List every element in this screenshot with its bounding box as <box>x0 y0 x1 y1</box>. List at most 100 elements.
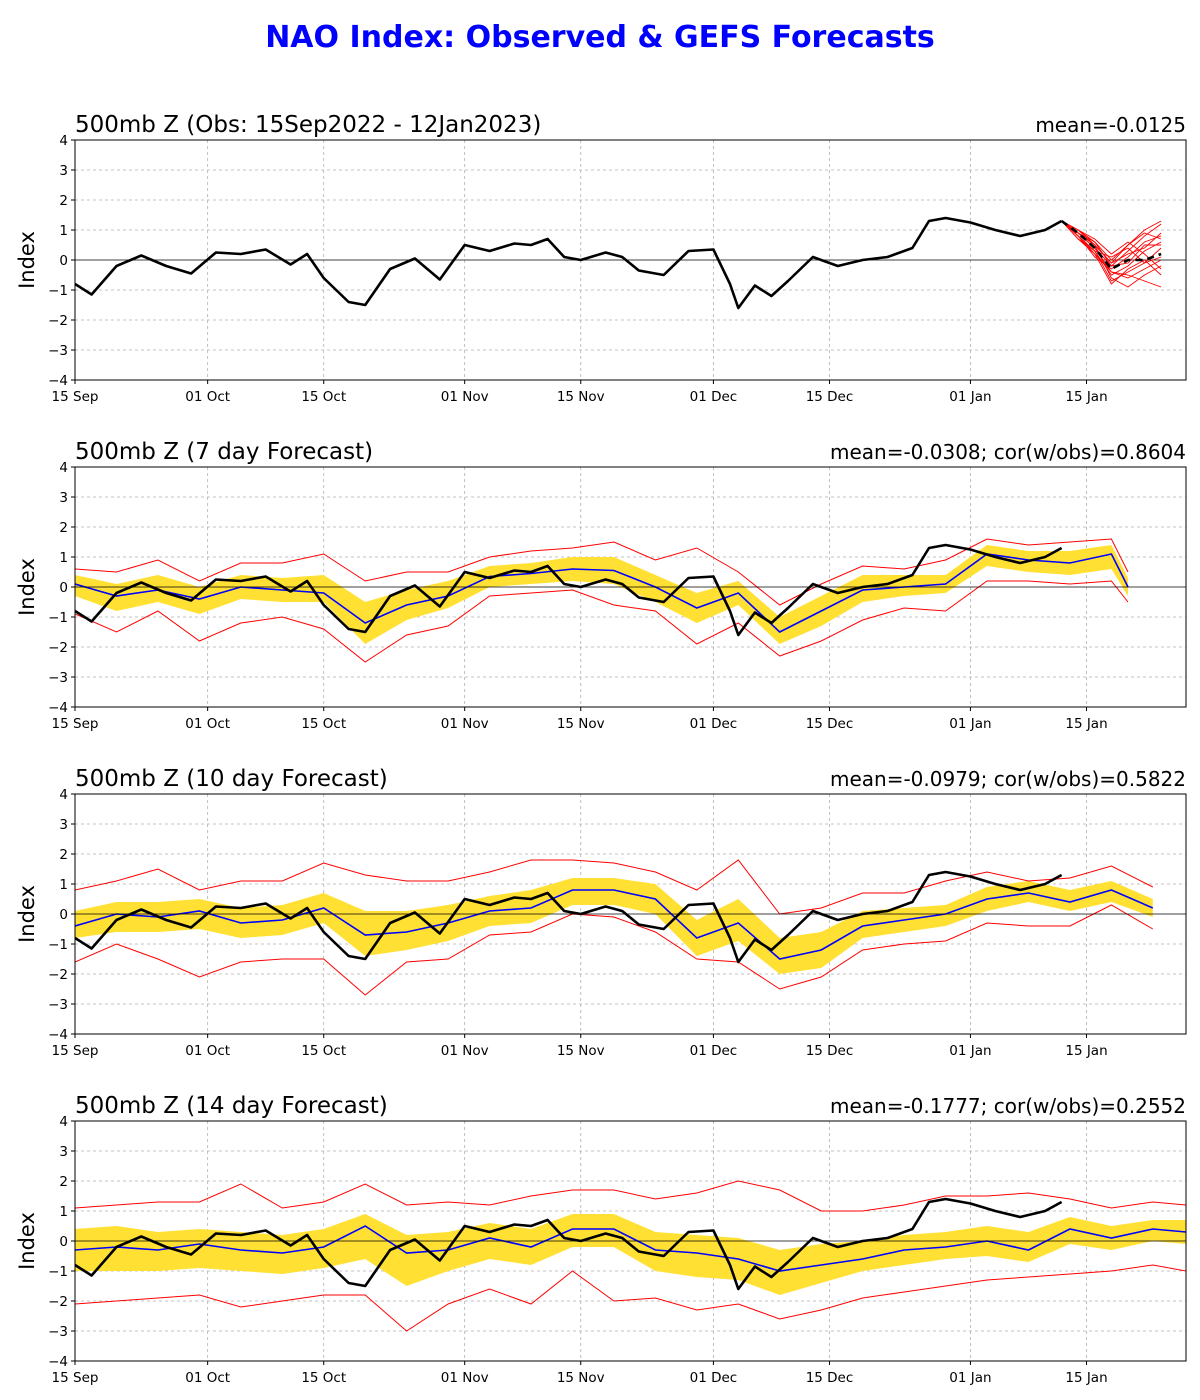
y-axis-label: Index <box>15 231 39 289</box>
x-tick-label: 01 Jan <box>949 716 991 732</box>
panel-2: −4 −3 −2 −1 0 1 2 3 4 15 Sep 01 Oct 15 Oct 01 Nov 15 … <box>15 439 1187 732</box>
y-tick-label: −1 <box>48 1264 68 1280</box>
panel-title: 500mb Z (7 day Forecast) <box>75 439 373 465</box>
y-axis-label: Index <box>15 558 39 616</box>
panel-1: −4 −3 −2 −1 0 1 2 3 4 15 Sep 01 Oct 15 Oct 01 Nov 15 … <box>15 112 1187 405</box>
y-tick-label: 0 <box>59 907 68 923</box>
y-tick-label: 2 <box>59 847 68 863</box>
panel-4: −4 −3 −2 −1 0 1 2 3 4 15 Sep 01 Oct 15 Oct 01 Nov 15 … <box>15 1093 1187 1386</box>
x-tick-label: 01 Oct <box>185 716 230 732</box>
panel-title: 500mb Z (14 day Forecast) <box>75 1093 388 1119</box>
y-tick-label: −1 <box>48 610 68 626</box>
x-tick-label: 15 Jan <box>1065 1370 1107 1386</box>
y-tick-label: 1 <box>59 223 68 239</box>
x-tick-label: 01 Dec <box>690 389 738 405</box>
y-tick-label: −1 <box>48 937 68 953</box>
x-tick-label: 15 Dec <box>806 1370 854 1386</box>
x-tick-label: 01 Jan <box>949 1043 991 1059</box>
plot-area <box>75 859 1186 996</box>
x-tick-label: 15 Dec <box>806 389 854 405</box>
observed-line <box>75 216 1063 310</box>
y-tick-label: −4 <box>48 1354 68 1370</box>
x-tick-label: 01 Oct <box>185 389 230 405</box>
member-line <box>1061 220 1162 267</box>
x-tick-label: 01 Dec <box>690 1043 738 1059</box>
plot-area <box>75 538 1186 663</box>
spread-band <box>75 1214 1186 1295</box>
max-line <box>75 538 1129 606</box>
y-tick-label: 3 <box>59 817 68 833</box>
observed-line <box>75 870 1063 964</box>
x-tick-label: 01 Jan <box>949 389 991 405</box>
y-tick-label: −2 <box>48 313 68 329</box>
y-tick-label: −3 <box>48 997 68 1013</box>
min-line <box>75 904 1154 996</box>
x-tick-label: 01 Nov <box>441 1043 489 1059</box>
x-tick-label: 15 Nov <box>557 1043 605 1059</box>
x-tick-label: 15 Oct <box>301 1043 346 1059</box>
x-tick-label: 15 Sep <box>52 389 99 405</box>
y-tick-label: −2 <box>48 1294 68 1310</box>
y-tick-label: −1 <box>48 283 68 299</box>
ensemble-mean-line <box>75 1225 1186 1272</box>
min-line <box>75 580 1129 663</box>
y-tick-label: −4 <box>48 373 68 389</box>
y-tick-label: 2 <box>59 520 68 536</box>
y-tick-label: −3 <box>48 343 68 359</box>
x-tick-label: 15 Sep <box>52 716 99 732</box>
y-tick-label: −3 <box>48 1324 68 1340</box>
x-tick-label: 15 Sep <box>52 1370 99 1386</box>
panel-title: 500mb Z (Obs: 15Sep2022 - 12Jan2023) <box>75 112 541 138</box>
plot-area <box>75 1180 1186 1332</box>
x-tick-label: 15 Oct <box>301 1370 346 1386</box>
max-line <box>75 859 1154 915</box>
y-tick-label: 3 <box>59 1144 68 1160</box>
panel-stat: mean=-0.0125 <box>1035 113 1186 137</box>
y-tick-label: −4 <box>48 1027 68 1043</box>
member-line <box>1061 220 1162 267</box>
panel-stat: mean=-0.0979; cor(w/obs)=0.5822 <box>830 767 1186 791</box>
panel-title: 500mb Z (10 day Forecast) <box>75 766 388 792</box>
max-line <box>75 1180 1186 1212</box>
x-tick-label: 01 Oct <box>185 1043 230 1059</box>
y-tick-label: 4 <box>59 460 68 476</box>
x-tick-label: 15 Dec <box>806 716 854 732</box>
y-tick-label: 1 <box>59 877 68 893</box>
member-line <box>1061 220 1162 264</box>
x-tick-label: 15 Oct <box>301 389 346 405</box>
y-tick-label: −3 <box>48 670 68 686</box>
y-tick-label: 1 <box>59 550 68 566</box>
y-tick-label: −4 <box>48 700 68 716</box>
plot-area <box>75 216 1186 310</box>
main-title: NAO Index: Observed & GEFS Forecasts <box>265 20 935 55</box>
y-tick-label: 4 <box>59 1114 68 1130</box>
min-line <box>75 1264 1186 1332</box>
y-tick-label: 2 <box>59 193 68 209</box>
x-tick-label: 15 Sep <box>52 1043 99 1059</box>
y-axis-label: Index <box>15 885 39 943</box>
x-tick-label: 15 Nov <box>557 389 605 405</box>
member-line <box>1061 220 1162 264</box>
y-tick-label: 0 <box>59 1234 68 1250</box>
y-tick-label: 0 <box>59 253 68 269</box>
x-tick-label: 15 Nov <box>557 1370 605 1386</box>
panel-3: −4 −3 −2 −1 0 1 2 3 4 15 Sep 01 Oct 15 Oct 01 Nov 15 … <box>15 766 1187 1059</box>
x-tick-label: 01 Oct <box>185 1370 230 1386</box>
x-tick-label: 01 Dec <box>690 1370 738 1386</box>
x-tick-label: 15 Dec <box>806 1043 854 1059</box>
x-tick-label: 01 Nov <box>441 389 489 405</box>
x-tick-label: 01 Jan <box>949 1370 991 1386</box>
panel-stat: mean=-0.1777; cor(w/obs)=0.2552 <box>830 1094 1186 1118</box>
member-line <box>1061 220 1162 285</box>
y-tick-label: 1 <box>59 1204 68 1220</box>
y-tick-label: 3 <box>59 490 68 506</box>
x-tick-label: 15 Oct <box>301 716 346 732</box>
x-tick-label: 01 Dec <box>690 716 738 732</box>
spread-band <box>75 545 1128 644</box>
y-tick-label: 3 <box>59 163 68 179</box>
ensemble-mean-line <box>75 553 1129 633</box>
observed-line <box>75 543 1063 637</box>
y-tick-label: 2 <box>59 1174 68 1190</box>
y-tick-label: 4 <box>59 133 68 149</box>
